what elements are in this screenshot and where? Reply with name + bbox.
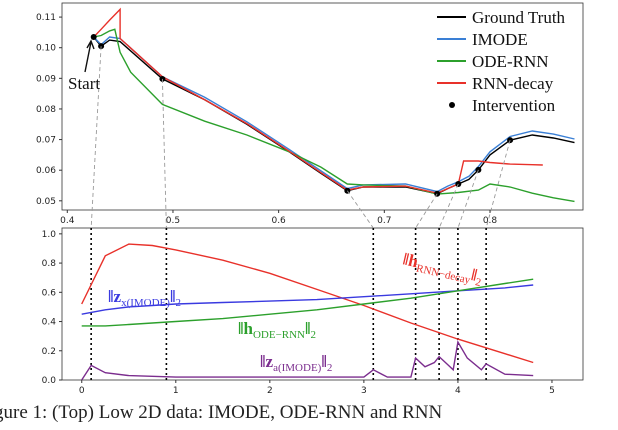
connector bbox=[485, 140, 511, 229]
intervention-point bbox=[90, 33, 97, 40]
legend-marker bbox=[449, 102, 455, 108]
y-tick-label: 0.08 bbox=[36, 105, 56, 115]
arrow bbox=[84, 39, 95, 73]
x-tick-label: 0.4 bbox=[60, 216, 75, 226]
norm-sub: RNN−decay bbox=[415, 262, 472, 286]
x-tick-label: 0.8 bbox=[483, 216, 498, 226]
series-line bbox=[81, 243, 534, 364]
norm-sub: ODE−RNN bbox=[253, 329, 305, 341]
connector bbox=[346, 190, 374, 229]
connector bbox=[438, 183, 459, 229]
x-tick-label: 0.5 bbox=[166, 216, 180, 226]
y-tick-label: 0.0 bbox=[42, 376, 57, 386]
y-tick-label: 0.8 bbox=[42, 259, 57, 269]
norm-close: ‖ bbox=[305, 319, 311, 338]
norm-open: ‖z bbox=[108, 287, 122, 306]
y-tick-label: 0.09 bbox=[36, 74, 56, 84]
norm-close-sub: 2 bbox=[474, 276, 482, 289]
y-tick-label: 0.4 bbox=[42, 318, 57, 328]
annotation: ‖za(IMODE)‖2 bbox=[260, 352, 332, 374]
annotation: Start bbox=[68, 74, 100, 93]
legend-label: Intervention bbox=[472, 96, 556, 115]
connector bbox=[161, 78, 167, 229]
intervention-point bbox=[507, 137, 514, 144]
x-tick-label: 2 bbox=[267, 386, 273, 396]
legend-label: RNN-decay bbox=[472, 74, 554, 93]
x-tick-label: 0.7 bbox=[377, 216, 391, 226]
annotation: ‖hODE−RNN‖2 bbox=[238, 319, 316, 341]
connector bbox=[90, 46, 102, 229]
y-tick-label: 0.07 bbox=[36, 136, 56, 146]
caption: gure 1: (Top) Low 2D data: IMODE, ODE-RN… bbox=[0, 402, 443, 423]
y-tick-label: 0.2 bbox=[42, 347, 56, 357]
series-line bbox=[81, 278, 534, 327]
norm-open: ‖h bbox=[401, 249, 420, 271]
connector bbox=[415, 193, 438, 229]
series-line bbox=[93, 28, 575, 203]
y-tick-label: 0.06 bbox=[36, 166, 56, 176]
norm-sub: x(IMODE) bbox=[121, 297, 170, 309]
norm-close-sub: 2 bbox=[327, 362, 333, 374]
x-tick-label: 0.6 bbox=[271, 216, 286, 226]
norm-close: ‖ bbox=[170, 287, 176, 306]
plot-frame bbox=[61, 2, 584, 211]
norm-close: ‖ bbox=[321, 352, 327, 371]
y-tick-label: 0.05 bbox=[36, 197, 56, 207]
x-tick-label: 4 bbox=[455, 386, 461, 396]
legend-label: Ground Truth bbox=[472, 8, 566, 27]
norm-open: ‖h bbox=[238, 319, 254, 338]
annotation: ‖hRNN−decay‖2 bbox=[400, 249, 484, 289]
annotation: ‖zx(IMODE)‖2 bbox=[108, 287, 181, 309]
norm-close-sub: 2 bbox=[175, 297, 181, 309]
series-line bbox=[81, 339, 534, 381]
y-tick-label: 0.6 bbox=[42, 288, 57, 298]
y-tick-label: 0.11 bbox=[36, 13, 56, 23]
plot-frame bbox=[61, 227, 584, 381]
x-tick-label: 1 bbox=[173, 386, 179, 396]
norm-close-sub: 2 bbox=[311, 329, 317, 341]
norm-sub: a(IMODE) bbox=[273, 362, 322, 374]
norm-close: ‖ bbox=[469, 265, 479, 285]
y-tick-label: 0.10 bbox=[36, 44, 56, 54]
x-tick-label: 3 bbox=[361, 386, 367, 396]
y-tick-label: 1.0 bbox=[42, 230, 57, 240]
x-tick-label: 5 bbox=[549, 386, 555, 396]
norm-open: ‖z bbox=[260, 352, 274, 371]
x-tick-label: 0 bbox=[79, 386, 85, 396]
legend-label: IMODE bbox=[472, 30, 528, 49]
connector bbox=[457, 169, 479, 229]
legend-label: ODE-RNN bbox=[472, 52, 549, 71]
